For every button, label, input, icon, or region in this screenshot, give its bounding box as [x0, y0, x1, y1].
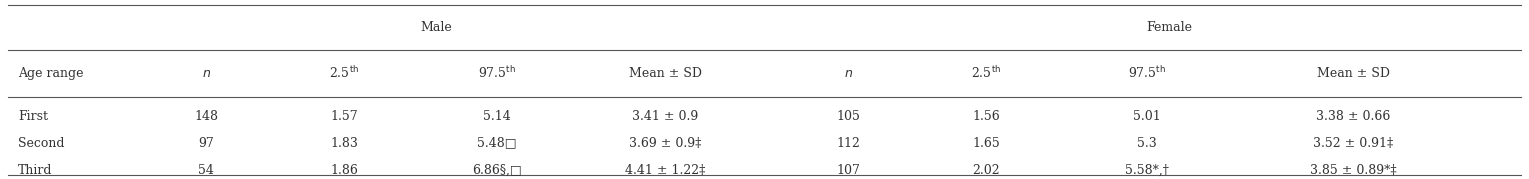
Text: 2.5$^{\mathrm{th}}$: 2.5$^{\mathrm{th}}$ [329, 66, 359, 81]
Text: 3.41 ± 0.9: 3.41 ± 0.9 [631, 110, 699, 123]
Text: 1.83: 1.83 [330, 137, 358, 150]
Text: 3.85 ± 0.89*‡: 3.85 ± 0.89*‡ [1310, 164, 1396, 176]
Text: 5.01: 5.01 [1133, 110, 1161, 123]
Text: 5.58*,†: 5.58*,† [1125, 164, 1168, 176]
Text: Female: Female [1147, 21, 1193, 34]
Text: 3.52 ± 0.91‡: 3.52 ± 0.91‡ [1313, 137, 1393, 150]
Text: 112: 112 [836, 137, 861, 150]
Text: 97.5$^{\mathrm{th}}$: 97.5$^{\mathrm{th}}$ [479, 66, 515, 81]
Text: 3.38 ± 0.66: 3.38 ± 0.66 [1316, 110, 1390, 123]
Text: $n$: $n$ [844, 67, 853, 80]
Text: 2.02: 2.02 [972, 164, 1000, 176]
Text: 5.48□: 5.48□ [477, 137, 517, 150]
Text: 148: 148 [194, 110, 219, 123]
Text: 6.86§,□: 6.86§,□ [472, 164, 521, 176]
Text: Mean ± SD: Mean ± SD [628, 67, 702, 80]
Text: Male: Male [420, 21, 451, 34]
Text: 97: 97 [199, 137, 214, 150]
Text: 1.56: 1.56 [972, 110, 1000, 123]
Text: 105: 105 [836, 110, 861, 123]
Text: 54: 54 [199, 164, 214, 176]
Text: 97.5$^{\mathrm{th}}$: 97.5$^{\mathrm{th}}$ [1128, 66, 1165, 81]
Text: $n$: $n$ [202, 67, 211, 80]
Text: 1.86: 1.86 [330, 164, 358, 176]
Text: 4.41 ± 1.22‡: 4.41 ± 1.22‡ [625, 164, 705, 176]
Text: 5.3: 5.3 [1138, 137, 1156, 150]
Text: 107: 107 [836, 164, 861, 176]
Text: 2.5$^{\mathrm{th}}$: 2.5$^{\mathrm{th}}$ [971, 66, 1001, 81]
Text: 1.65: 1.65 [972, 137, 1000, 150]
Text: Second: Second [18, 137, 64, 150]
Text: Age range: Age range [18, 67, 84, 80]
Text: Mean ± SD: Mean ± SD [1316, 67, 1390, 80]
Text: 3.69 ± 0.9‡: 3.69 ± 0.9‡ [628, 137, 702, 150]
Text: Third: Third [18, 164, 54, 176]
Text: 1.57: 1.57 [330, 110, 358, 123]
Text: First: First [18, 110, 49, 123]
Text: 5.14: 5.14 [483, 110, 511, 123]
